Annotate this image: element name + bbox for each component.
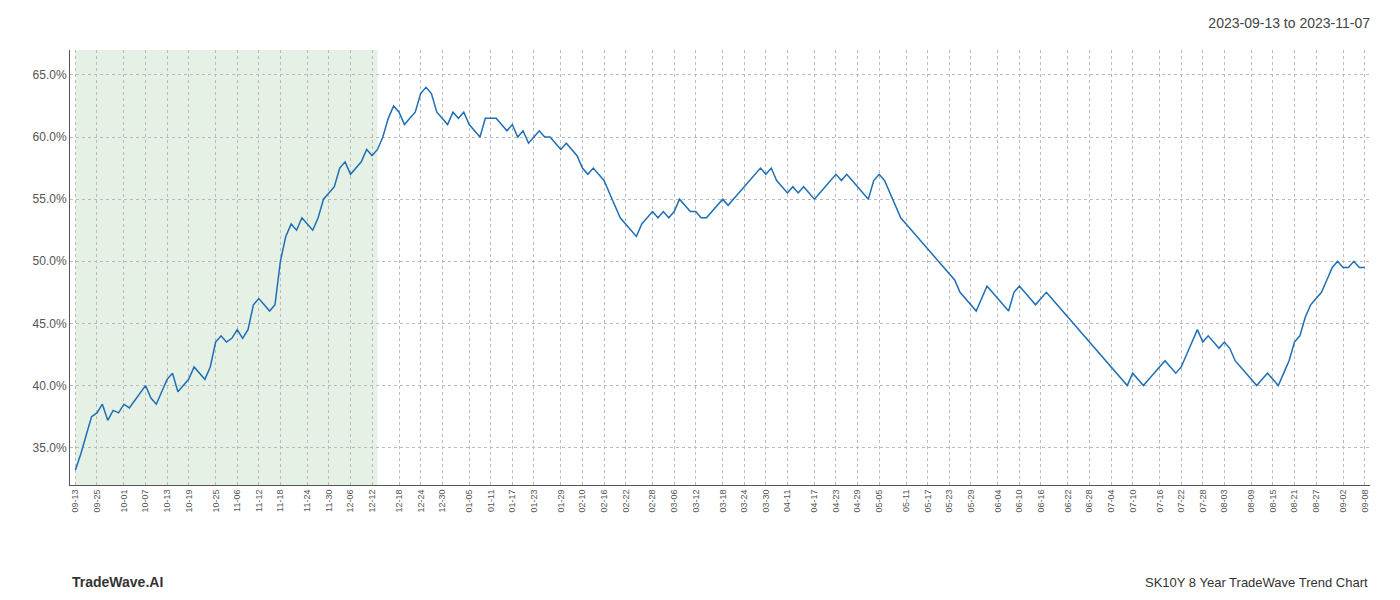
svg-text:07-04: 07-04 [1106, 490, 1116, 513]
svg-text:05-29: 05-29 [966, 490, 976, 513]
svg-text:06-04: 06-04 [993, 490, 1003, 513]
svg-text:01-23: 01-23 [529, 490, 539, 513]
svg-text:10-13: 10-13 [162, 490, 172, 513]
svg-text:09-25: 09-25 [92, 490, 102, 513]
svg-text:12-24: 12-24 [416, 490, 426, 513]
svg-text:02-28: 02-28 [647, 490, 657, 513]
svg-text:03-12: 03-12 [691, 490, 701, 513]
svg-text:50.0%: 50.0% [33, 254, 67, 268]
svg-text:05-11: 05-11 [901, 490, 911, 512]
svg-text:10-07: 10-07 [140, 490, 150, 513]
svg-text:08-27: 08-27 [1311, 490, 1321, 513]
svg-text:01-11: 01-11 [486, 490, 496, 512]
svg-text:03-30: 03-30 [761, 490, 771, 513]
svg-text:05-23: 05-23 [944, 490, 954, 513]
svg-text:65.0%: 65.0% [33, 68, 67, 82]
svg-text:06-10: 06-10 [1014, 490, 1024, 513]
svg-text:07-22: 07-22 [1176, 490, 1186, 513]
svg-text:TradeWave.AI: TradeWave.AI [72, 574, 163, 590]
svg-text:07-16: 07-16 [1155, 490, 1165, 513]
svg-text:11-24: 11-24 [302, 490, 312, 512]
svg-text:11-30: 11-30 [324, 490, 334, 512]
svg-text:03-06: 03-06 [669, 490, 679, 513]
svg-text:03-18: 03-18 [718, 490, 728, 513]
svg-text:09-08: 09-08 [1360, 490, 1370, 513]
svg-text:03-24: 03-24 [739, 490, 749, 513]
svg-text:06-28: 06-28 [1084, 490, 1094, 513]
svg-text:60.0%: 60.0% [33, 130, 67, 144]
svg-text:09-02: 09-02 [1338, 490, 1348, 513]
svg-text:08-21: 08-21 [1289, 490, 1299, 513]
svg-text:04-17: 04-17 [809, 490, 819, 513]
svg-text:40.0%: 40.0% [33, 379, 67, 393]
svg-text:06-16: 06-16 [1036, 490, 1046, 513]
svg-text:02-10: 02-10 [577, 490, 587, 513]
svg-text:11-18: 11-18 [275, 490, 285, 512]
svg-text:02-22: 02-22 [621, 490, 631, 513]
svg-text:05-17: 05-17 [923, 490, 933, 513]
svg-text:10-01: 10-01 [119, 490, 129, 513]
svg-text:09-13: 09-13 [70, 490, 80, 513]
svg-text:07-10: 07-10 [1128, 490, 1138, 513]
svg-text:01-05: 01-05 [464, 490, 474, 513]
svg-text:08-09: 08-09 [1246, 490, 1256, 513]
svg-text:05-05: 05-05 [874, 490, 884, 513]
svg-text:2023-09-13 to 2023-11-07: 2023-09-13 to 2023-11-07 [1208, 15, 1370, 31]
svg-text:04-23: 04-23 [831, 490, 841, 513]
svg-text:01-17: 01-17 [507, 490, 517, 513]
svg-text:12-06: 12-06 [345, 490, 355, 513]
svg-text:12-30: 12-30 [437, 490, 447, 513]
svg-text:55.0%: 55.0% [33, 192, 67, 206]
svg-text:12-18: 12-18 [394, 490, 404, 513]
svg-text:45.0%: 45.0% [33, 317, 67, 331]
svg-text:SK10Y 8 Year TradeWave Trend C: SK10Y 8 Year TradeWave Trend Chart [1145, 575, 1368, 590]
svg-text:07-28: 07-28 [1198, 490, 1208, 513]
svg-text:11-12: 11-12 [254, 490, 264, 512]
svg-text:11-06: 11-06 [232, 490, 242, 512]
svg-text:35.0%: 35.0% [33, 441, 67, 455]
svg-text:01-29: 01-29 [556, 490, 566, 513]
svg-text:02-16: 02-16 [599, 490, 609, 513]
svg-text:06-22: 06-22 [1063, 490, 1073, 513]
svg-text:08-03: 08-03 [1219, 490, 1229, 513]
svg-text:10-25: 10-25 [211, 490, 221, 513]
svg-text:08-15: 08-15 [1268, 490, 1278, 513]
svg-text:10-19: 10-19 [184, 490, 194, 513]
svg-text:04-29: 04-29 [852, 490, 862, 513]
svg-text:12-12: 12-12 [367, 490, 377, 513]
svg-text:04-11: 04-11 [782, 490, 792, 512]
